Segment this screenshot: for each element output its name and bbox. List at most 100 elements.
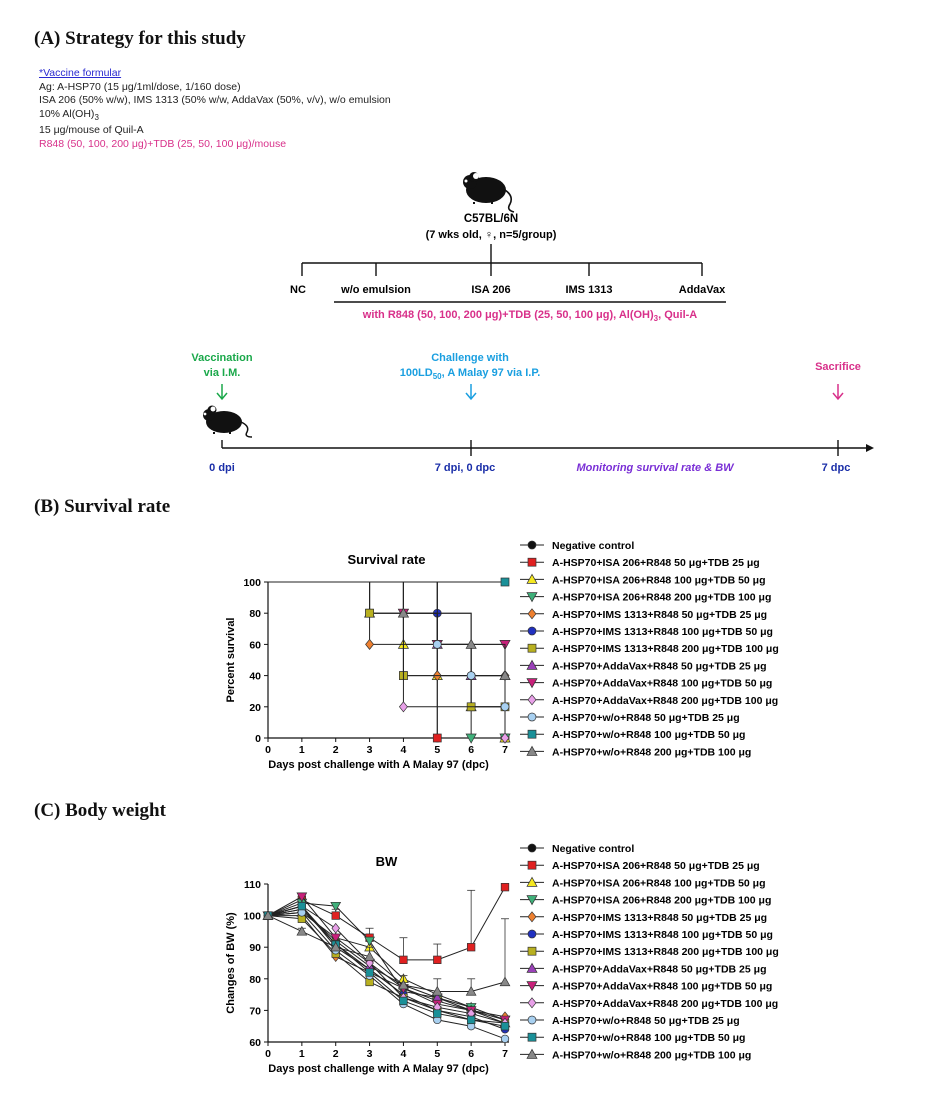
series-1 [268, 581, 510, 743]
x-tick-label: 4 [401, 744, 407, 756]
legend-label: A-HSP70+w/o+R848 200 μg+TDB 100 μg [552, 746, 751, 758]
vaccine-formulation-note: *Vaccine formular Ag: A-HSP70 (15 μg/1ml… [39, 67, 391, 152]
data-point [500, 732, 510, 744]
down-arrow-icon [465, 384, 477, 401]
data-point [432, 640, 442, 649]
legend-marker [527, 929, 537, 939]
section-a-title: (A) Strategy for this study [34, 28, 246, 49]
y-tick-label: 100 [243, 911, 261, 923]
challenge-dose-label: 100LD50, A Malay 97 via I.P. [400, 367, 541, 381]
x-tick-label: 6 [468, 744, 474, 756]
legend-label: A-HSP70+ISA 206+R848 50 μg+TDB 25 μg [552, 860, 760, 872]
sacrifice-label: Sacrifice [815, 361, 861, 373]
x-tick-label: 2 [333, 1048, 339, 1060]
bw-line [267, 905, 506, 1024]
survival-step-line [268, 581, 505, 739]
survival-step-line [268, 581, 505, 739]
x-tick-label: 3 [367, 1048, 373, 1060]
formulation-line: Ag: A-HSP70 (15 μg/1ml/dose, 1/160 dose) [39, 80, 241, 93]
timepoint-7dpc: 7 dpc [822, 462, 851, 474]
legend-label: A-HSP70+IMS 1313+R848 200 μg+TDB 100 μg [552, 643, 779, 655]
formulation-header[interactable]: *Vaccine formular [39, 67, 122, 79]
x-tick-label: 0 [265, 744, 271, 756]
formulation-line: 15 μg/mouse of Quil-A [39, 124, 144, 137]
y-tick-label: 90 [249, 942, 261, 954]
legend-marker [526, 962, 538, 973]
group-label-wo-emulsion: w/o emulsion [340, 284, 411, 296]
x-tick-label: 7 [502, 744, 508, 756]
legend-label: A-HSP70+w/o+R848 50 μg+TDB 25 μg [552, 1015, 740, 1027]
data-point [432, 733, 442, 743]
legend-marker [527, 860, 537, 870]
y-tick-label: 40 [249, 671, 261, 683]
y-axis-label: Changes of BW (%) [225, 912, 237, 1014]
series-9 [268, 581, 510, 744]
legend-marker [526, 745, 538, 756]
chart-title: Survival rate [347, 552, 425, 567]
series-12 [268, 581, 511, 680]
timepoint-7dpi: 7 dpi, 0 dpc [435, 462, 496, 474]
data-point [297, 901, 307, 911]
legend-label: A-HSP70+ISA 206+R848 200 μg+TDB 100 μg [552, 592, 771, 604]
adjuvant-label: with R848 (50, 100, 200 μg)+TDB (25, 50,… [362, 309, 698, 323]
legend-label: A-HSP70+AddaVax+R848 200 μg+TDB 100 μg [552, 695, 778, 707]
mouse-icon [463, 172, 515, 213]
series-4 [268, 581, 510, 682]
data-point [330, 941, 342, 952]
survival-step-line [268, 581, 506, 738]
data-point [466, 943, 476, 952]
data-point [431, 985, 443, 996]
legend-label: A-HSP70+w/o+R848 50 μg+TDB 25 μg [552, 712, 740, 724]
data-point [499, 976, 511, 987]
legend-marker [527, 608, 537, 620]
series-7 [268, 581, 511, 680]
group-label-isa206: ISA 206 [471, 284, 510, 296]
legend-marker [526, 573, 538, 584]
bw-line [267, 886, 506, 961]
legend-marker [527, 694, 537, 706]
series-8 [268, 581, 511, 651]
legend-label: A-HSP70+ISA 206+R848 100 μg+TDB 50 μg [552, 574, 766, 586]
data-point [262, 910, 274, 920]
timeline-axis [221, 440, 866, 456]
legend-marker [527, 1015, 537, 1025]
survival-step-line [268, 581, 506, 738]
legend-label: A-HSP70+AddaVax+R848 100 μg+TDB 50 μg [552, 981, 772, 993]
x-axis-label: Days post challenge with A Malay 97 (dpc… [268, 759, 489, 771]
legend-label: A-HSP70+ISA 206+R848 100 μg+TDB 50 μg [552, 877, 766, 889]
vaccination-route-label: via I.M. [204, 367, 241, 379]
legend-label: A-HSP70+IMS 1313+R848 100 μg+TDB 50 μg [552, 626, 773, 638]
legend-marker [526, 659, 538, 670]
data-point [330, 901, 342, 912]
x-tick-label: 0 [265, 1048, 271, 1060]
data-point [399, 955, 408, 964]
data-point [433, 955, 442, 964]
study-design-diagram: C57BL/6N (7 wks old, ♀, n=5/group) NC w/… [191, 172, 874, 474]
data-point [466, 1015, 476, 1025]
timepoint-0dpi: 0 dpi [209, 462, 235, 474]
x-tick-label: 5 [434, 744, 440, 756]
data-point [465, 733, 477, 744]
legend-marker [527, 626, 537, 636]
x-tick-label: 6 [468, 1048, 474, 1060]
legend-marker [526, 592, 538, 603]
chart-title: BW [376, 854, 398, 869]
legend-marker [527, 540, 537, 550]
data-point [433, 1009, 442, 1018]
data-point [398, 979, 409, 990]
legend-label: A-HSP70+AddaVax+R848 50 μg+TDB 25 μg [552, 963, 766, 975]
challenge-label: Challenge with [431, 352, 509, 364]
legend-label: A-HSP70+w/o+R848 100 μg+TDB 50 μg [552, 729, 745, 741]
group-label-ims1313: IMS 1313 [565, 284, 612, 296]
legend-marker [527, 712, 537, 722]
group-label-nc: NC [290, 284, 306, 296]
data-point [500, 577, 510, 587]
x-tick-label: 4 [401, 1048, 407, 1060]
legend-marker [526, 876, 538, 887]
y-tick-label: 60 [249, 639, 261, 651]
y-tick-label: 80 [249, 608, 261, 620]
series-0 [268, 581, 510, 743]
data-point [296, 892, 308, 903]
x-axis-label: Days post challenge with A Malay 97 (dpc… [268, 1063, 489, 1075]
series-12 [262, 910, 511, 996]
